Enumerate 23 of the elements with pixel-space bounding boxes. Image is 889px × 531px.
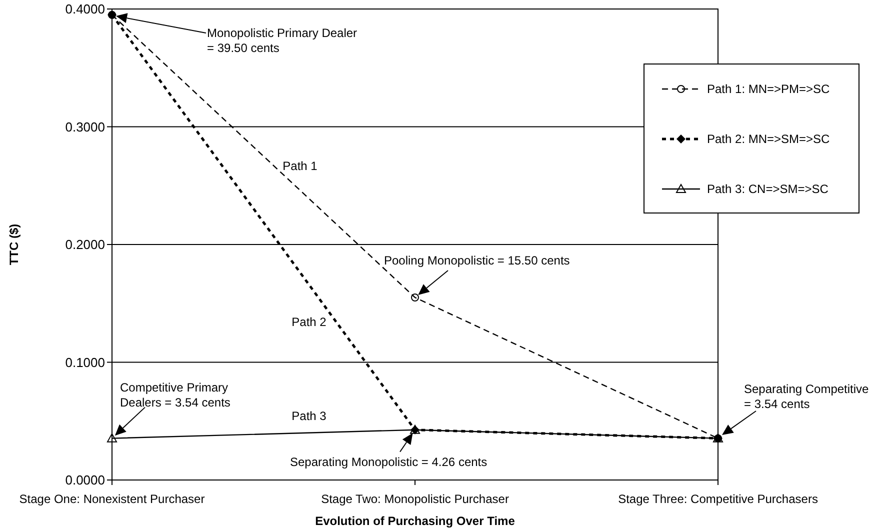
x-tick-label: Stage Two: Monopolistic Purchaser [321,492,509,506]
y-tick-label: 0.2000 [65,237,105,252]
y-axis-title: TTC ($) [7,224,21,266]
annotation: Monopolistic Primary Dealer = 39.50 cents [207,26,358,55]
legend-label: Path 3: CN=>SM=>SC [707,182,829,196]
x-axis-title: Evolution of Purchasing Over Time [315,514,516,528]
point [107,433,117,442]
legend-label: Path 1: MN=>PM=>SC [707,82,830,96]
x-tick-label: Stage Three: Competitive Purchasers [618,492,818,506]
x-tick-label: Stage One: Nonexistent Purchaser [19,492,205,506]
y-tick-label: 0.4000 [65,2,105,17]
legend-label: Path 2: MN=>SM=>SC [707,132,830,146]
annotation: Path 2 [292,315,327,329]
annotation: Path 1 [282,159,318,173]
point [411,293,419,302]
annotation: Separating Monopolistic = 4.26 cents [290,454,488,469]
text: Separating Competitive = 3.54 cents [744,382,870,411]
y-tick-label: 0.1000 [65,354,105,370]
annotation: Pooling Monopolistic = 15.50 cents [384,253,570,268]
y-tick-label: 0.3000 [65,119,105,134]
annotation: Path 3 [292,409,327,423]
annotation: Competitive Primary Dealers = 3.54 cents [120,380,230,410]
y-tick-label: 0.0000 [65,472,105,488]
